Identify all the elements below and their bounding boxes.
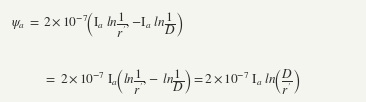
Text: $\psi_a \ = \ 2 \times 10^{-7}\!\left(\mathrm{I}_a \ ln\dfrac{1}{r'}\!,\!-\!\mat: $\psi_a \ = \ 2 \times 10^{-7}\!\left(\m…	[11, 10, 183, 39]
Text: $= \ 2 \times 10^{-7} \ \mathrm{I}_a\!\left(ln\dfrac{1}{r'}\!,\!- \ ln\dfrac{1}{: $= \ 2 \times 10^{-7} \ \mathrm{I}_a\!\l…	[44, 67, 300, 96]
